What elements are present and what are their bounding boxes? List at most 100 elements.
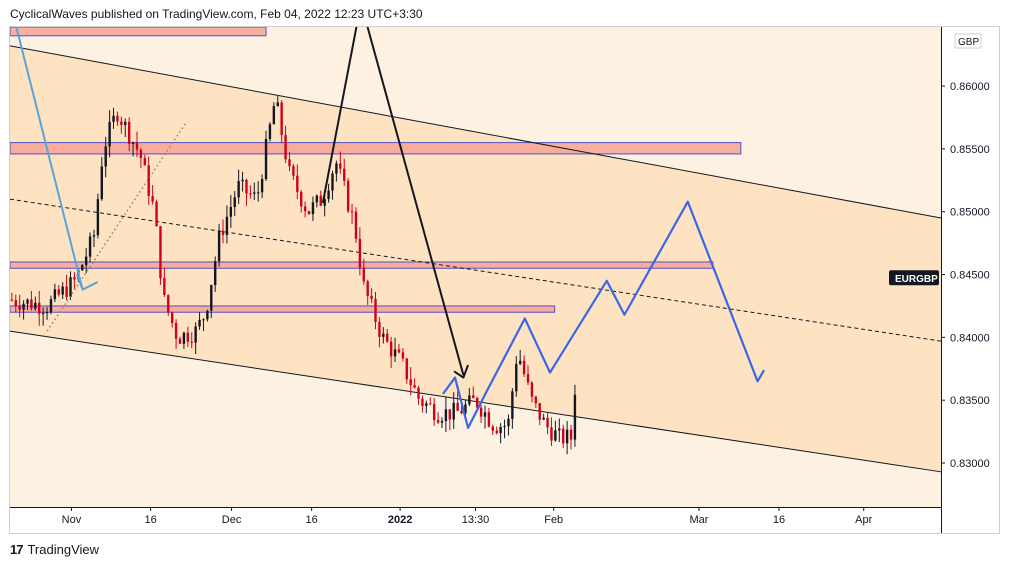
candle-body-31 — [131, 142, 135, 144]
candle-body-14 — [65, 286, 68, 297]
candle-body-109 — [436, 420, 440, 423]
candle-body-112 — [448, 409, 452, 420]
publisher-name[interactable]: CyclicalWaves — [10, 7, 88, 21]
x-tick-label-7: Mar — [689, 514, 708, 526]
candle-body-38 — [159, 226, 162, 279]
candle-body-45 — [186, 332, 190, 342]
chart-frame[interactable]: 0.83000 0.83500 0.84000 0.84500 0.85000 0.855… — [9, 26, 1000, 534]
candle-body-10 — [49, 299, 53, 313]
currency-label: GBP — [958, 37, 979, 48]
candle-body-91 — [366, 281, 369, 296]
channel-lower-line[interactable] — [10, 330, 942, 473]
candle-body-85 — [343, 168, 346, 181]
candle-body-139 — [554, 430, 557, 441]
corner-background — [942, 508, 999, 533]
x-axis-ticks[interactable]: Nov 16 Dec 16 2022 13:30 Feb Mar 16 Apr — [62, 507, 873, 526]
channel-upper-line[interactable] — [10, 45, 942, 219]
candle-body-6 — [34, 302, 37, 309]
y-tick-label-6: 0.86000 — [950, 81, 990, 93]
candle-body-43 — [178, 338, 182, 344]
x-tick-label-9: Apr — [855, 514, 872, 526]
candle-body-115 — [460, 410, 463, 414]
candle-body-59 — [241, 179, 244, 182]
candle-body-58 — [237, 181, 240, 198]
candle-body-108 — [432, 404, 436, 421]
x-tick-label-3: 16 — [306, 514, 318, 526]
candle-body-1 — [14, 300, 17, 306]
candle-body-60 — [245, 179, 248, 194]
candle-body-7 — [38, 302, 41, 314]
candle-body-25 — [108, 121, 111, 147]
candle-body-63 — [257, 192, 260, 194]
y-tick-label-5: 0.85500 — [950, 144, 990, 156]
candle-body-47 — [194, 326, 197, 343]
candle-body-100 — [401, 352, 405, 359]
supply-demand-zones — [10, 27, 742, 313]
x-axis-background — [10, 508, 941, 533]
candle-body-9 — [45, 312, 49, 314]
candle-body-93 — [374, 298, 377, 323]
candle-body-129 — [515, 363, 518, 392]
last-price-tag[interactable]: EURGBP — [889, 270, 939, 286]
publish-info: published on TradingView.com, Feb 04, 20… — [90, 7, 423, 21]
candle-body-57 — [233, 197, 236, 208]
candle-body-120 — [479, 407, 483, 417]
candle-body-80 — [323, 199, 326, 206]
candle-body-75 — [303, 206, 307, 212]
publish-header: CyclicalWaves published on TradingView.c… — [10, 7, 423, 21]
candle-body-28 — [120, 121, 123, 126]
candle-body-65 — [264, 139, 268, 180]
candle-body-68 — [276, 102, 279, 107]
candle-body-79 — [319, 195, 322, 206]
candle-body-72 — [292, 166, 295, 176]
price-chart[interactable]: 0.83000 0.83500 0.84000 0.84500 0.85000 0.855… — [10, 27, 1000, 534]
y-tick-label-2: 0.84000 — [950, 332, 990, 344]
zone-4 — [10, 305, 556, 313]
candle-body-15 — [69, 277, 72, 297]
y-tick-label-0: 0.83000 — [950, 458, 990, 470]
tradingview-footer[interactable]: 17 TradingView — [10, 542, 99, 557]
candle-body-138 — [550, 427, 553, 441]
candle-body-67 — [272, 106, 276, 125]
x-tick-label-0: Nov — [62, 514, 82, 526]
candle-body-73 — [296, 175, 299, 192]
x-tick-label-4: 2022 — [388, 514, 412, 526]
candle-body-121 — [483, 412, 487, 417]
candle-body-30 — [127, 121, 131, 144]
x-tick-label-2: Dec — [222, 514, 242, 526]
candle-body-99 — [397, 349, 401, 353]
candle-body-143 — [569, 429, 573, 440]
candle-body-0 — [10, 299, 14, 301]
candle-body-131 — [522, 360, 526, 375]
candle-body-37 — [155, 201, 158, 227]
y-axis-ticks[interactable]: 0.83000 0.83500 0.84000 0.84500 0.85000 0.855… — [941, 81, 990, 470]
y-tick-label-3: 0.84500 — [950, 270, 990, 282]
candle-body-41 — [170, 312, 174, 324]
x-tick-label-1: 16 — [144, 514, 156, 526]
y-axis-background — [942, 27, 999, 507]
channel-mid-line[interactable] — [10, 198, 942, 342]
candle-body-101 — [405, 358, 408, 380]
candle-body-29 — [124, 121, 127, 126]
candle-body-98 — [393, 349, 397, 357]
candle-body-107 — [429, 403, 432, 405]
candle-body-50 — [206, 310, 209, 320]
candle-body-123 — [491, 426, 495, 431]
candle-body-127 — [507, 418, 510, 427]
candle-body-76 — [307, 211, 311, 215]
candle-body-48 — [198, 319, 201, 327]
candle-body-104 — [417, 387, 420, 399]
candle-body-94 — [378, 322, 381, 337]
candle-body-137 — [546, 417, 549, 428]
candle-body-90 — [362, 267, 365, 282]
candle-body-81 — [327, 190, 330, 200]
candle-body-33 — [139, 149, 143, 159]
x-tick-label-8: 16 — [773, 514, 785, 526]
wave-arrow-head — [453, 364, 469, 379]
candle-body-141 — [562, 428, 565, 444]
candle-body-128 — [511, 391, 514, 419]
candle-body-74 — [300, 191, 303, 207]
candle-body-82 — [331, 173, 334, 191]
last-price-symbol: EURGBP — [895, 274, 938, 285]
candle-body-42 — [174, 323, 178, 339]
